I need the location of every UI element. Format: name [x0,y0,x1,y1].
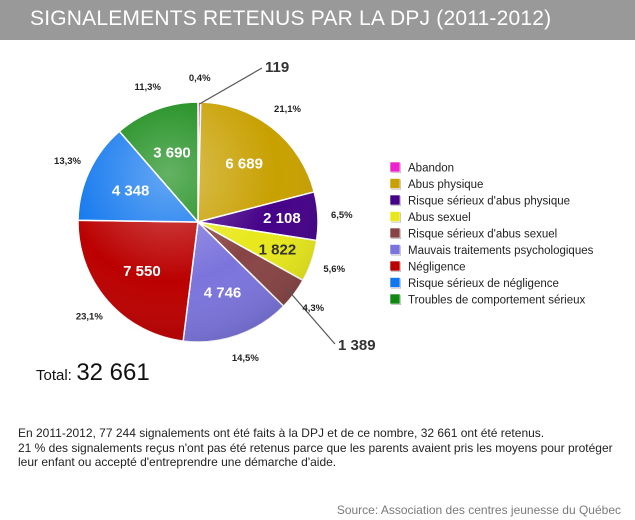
legend-item-abus-physique: Abus physique [389,178,483,191]
legend-swatch-mauvais-traitements-psychologiques [389,244,401,255]
slice-negligence [77,219,199,342]
legend-swatch-abus-sexuel [389,211,401,222]
source-credit: Source: Association des centres jeunesse… [336,503,621,517]
legend: Abandon Abus physique Risque sérieux d'abu… [389,161,594,307]
legend-label-abus-physique: Abus physique [408,179,483,191]
legend-item-abus-sexuel: Abus sexuel [389,211,471,224]
value-label-abus-sexuel: 1 822 [259,241,297,258]
percent-labels: 0,4% 21,1% 6,5% 5,6% 4,3% 14,5% 23,1% 13,3% 11,3… [54,73,353,364]
legend-swatch-negligence [389,260,401,272]
legend-swatch-abus-physique [389,178,401,189]
legend-item-risque-serieux-d-abus-sexuel: Risque sérieux d'abus sexuel [389,227,557,241]
value-label-abandon: 119 [265,59,289,76]
footnote-line-1: En 2011-2012, 77 244 signalements ont ét… [18,426,545,440]
legend-item-risque-serieux-de-negligence: Risque sérieux de négligence [389,277,559,290]
pct-label-abus-sexuel: 5,6% [323,264,345,275]
legend-item-mauvais-traitements-psychologiques: Mauvais traitements psychologiques [389,244,594,257]
leader-risque-serieux-d-abus-sexuel [285,287,336,345]
value-label-risque-serieux-d-abus-physique: 2 108 [263,210,301,227]
pct-label-negligence: 23,1% [76,312,103,323]
total-value: 32 661 [76,359,150,386]
footnote: En 2011-2012, 77 244 signalements ont ét… [18,426,618,470]
pct-label-mauvais-traitements-psychologiques: 14,5% [232,353,259,364]
pct-label-risque-serieux-d-abus-sexuel: 4,3% [302,303,324,314]
pct-label-risque-serieux-d-abus-physique: 6,5% [331,210,353,221]
pie-chart: 0,4% 21,1% 6,5% 5,6% 4,3% 14,5% 23,1% 13,3% 11,3… [54,59,594,364]
leader-abandon [199,67,263,105]
legend-label-abandon: Abandon [408,163,454,175]
footnote-line-2: 21 % des signalements reçus n'ont pas ét… [18,440,613,470]
legend-item-risque-serieux-d-abus-physique: Risque sérieux d'abus physique [389,194,570,208]
legend-label-risque-serieux-d-abus-sexuel: Risque sérieux d'abus sexuel [408,229,557,241]
chart-title: SIGNALEMENTS RETENUS PAR LA DPJ (2011-20… [30,7,552,30]
legend-label-mauvais-traitements-psychologiques: Mauvais traitements psychologiques [408,245,594,257]
value-label-risque-serieux-d-abus-sexuel: 1 389 [338,337,376,354]
legend-swatch-troubles-de-comportement-serieux [389,293,401,305]
legend-label-abus-sexuel: Abus sexuel [408,212,471,224]
value-label-mauvais-traitements-psychologiques: 4 746 [204,284,242,301]
value-label-risque-serieux-de-negligence: 4 348 [112,183,150,200]
value-label-negligence: 7 550 [123,263,161,280]
legend-swatch-abandon [389,161,401,173]
pct-label-abus-physique: 21,1% [274,104,301,115]
pct-label-risque-serieux-de-negligence: 13,3% [54,156,81,167]
legend-label-troubles-de-comportement-serieux: Troubles de comportement sérieux [408,295,586,307]
legend-label-risque-serieux-de-negligence: Risque sérieux de négligence [408,278,559,290]
legend-swatch-risque-serieux-de-negligence [389,277,401,288]
leader-lines [199,67,336,345]
value-label-abus-physique: 6 689 [225,156,263,173]
total: Total: 32 661 [36,359,150,387]
legend-item-abandon: Abandon [389,161,454,175]
legend-item-negligence: Négligence [389,260,466,274]
total-label: Total: [36,367,72,384]
legend-label-negligence: Négligence [408,262,466,274]
pct-label-abandon: 0,4% [189,73,211,84]
legend-label-risque-serieux-d-abus-physique: Risque sérieux d'abus physique [408,196,570,208]
legend-swatch-risque-serieux-d-abus-sexuel [389,227,401,239]
title-bar: SIGNALEMENTS RETENUS PAR LA DPJ (2011-20… [0,0,635,40]
legend-swatch-risque-serieux-d-abus-physique [389,194,401,206]
value-label-troubles-de-comportement-serieux: 3 690 [153,144,191,161]
value-labels: 119 6 689 2 108 1 822 1 389 4 746 7 550 4 348 3 … [112,59,376,354]
pct-label-troubles-de-comportement-serieux: 11,3% [134,82,161,93]
legend-item-troubles-de-comportement-serieux: Troubles de comportement sérieux [389,293,586,307]
